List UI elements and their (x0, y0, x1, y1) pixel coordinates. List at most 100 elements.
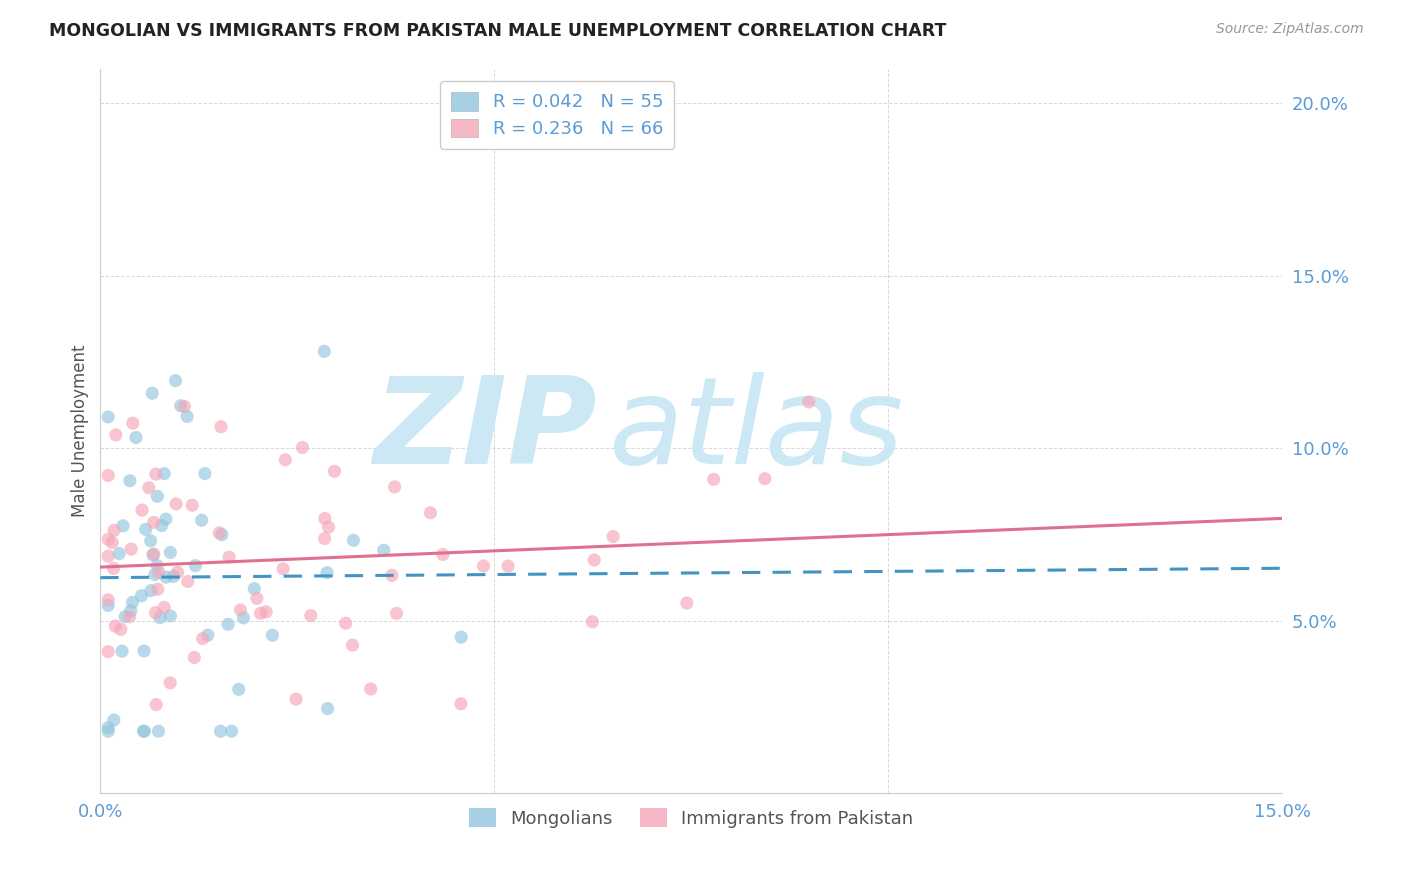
Point (184, 558, 207, 573)
Point (581, 615, 603, 629)
Point (159, 675, 181, 690)
Point (316, 701, 339, 715)
Point (139, 533, 162, 548)
Point (165, 497, 187, 511)
Point (211, 527, 233, 541)
Point (104, 428, 127, 442)
Point (181, 498, 204, 512)
Point (135, 522, 157, 536)
Point (146, 582, 169, 597)
Point (274, 452, 297, 467)
Point (118, 609, 141, 624)
Point (132, 644, 155, 658)
Point (243, 582, 266, 596)
Point (97, 721, 120, 735)
Point (373, 543, 395, 558)
Point (170, 399, 193, 413)
Point (419, 506, 441, 520)
Point (262, 628, 284, 642)
Point (450, 630, 472, 644)
Point (148, 566, 170, 580)
Point (602, 530, 624, 544)
Legend: Mongolians, Immigrants from Pakistan: Mongolians, Immigrants from Pakistan (461, 801, 921, 835)
Point (108, 547, 131, 561)
Point (134, 724, 156, 739)
Point (145, 606, 167, 620)
Point (110, 623, 132, 637)
Point (155, 570, 177, 584)
Point (209, 419, 232, 434)
Point (249, 607, 271, 621)
Point (143, 567, 166, 582)
Point (450, 697, 472, 711)
Point (97, 592, 120, 607)
Point (149, 610, 172, 624)
Point (221, 724, 243, 739)
Point (97, 468, 120, 483)
Point (166, 566, 188, 580)
Point (314, 532, 336, 546)
Point (754, 472, 776, 486)
Point (254, 605, 277, 619)
Point (159, 545, 181, 559)
Point (183, 650, 205, 665)
Point (218, 550, 240, 565)
Text: MONGOLIAN VS IMMIGRANTS FROM PAKISTAN MALE UNEMPLOYMENT CORRELATION CHART: MONGOLIAN VS IMMIGRANTS FROM PAKISTAN MA… (49, 22, 946, 40)
Point (381, 568, 404, 582)
Point (316, 566, 339, 580)
Point (342, 533, 364, 548)
Point (146, 558, 169, 573)
Point (146, 489, 169, 503)
Point (194, 467, 217, 481)
Point (173, 400, 195, 414)
Point (384, 480, 406, 494)
Point (209, 724, 232, 739)
Point (299, 608, 322, 623)
Point (104, 619, 127, 633)
Point (165, 374, 187, 388)
Point (432, 548, 454, 562)
Point (118, 474, 141, 488)
Text: atlas: atlas (609, 373, 904, 490)
Point (103, 713, 125, 727)
Point (155, 512, 177, 526)
Point (153, 467, 176, 481)
Point (314, 511, 336, 525)
Point (121, 416, 143, 430)
Point (111, 644, 134, 658)
Point (228, 682, 250, 697)
Y-axis label: Male Unemployment: Male Unemployment (72, 344, 89, 517)
Point (703, 472, 725, 486)
Point (153, 600, 176, 615)
Point (246, 591, 269, 606)
Point (285, 692, 308, 706)
Point (103, 523, 125, 537)
Point (103, 561, 125, 575)
Point (120, 604, 142, 618)
Point (232, 611, 254, 625)
Point (177, 574, 200, 589)
Point (120, 542, 142, 557)
Point (335, 616, 357, 631)
Point (125, 430, 148, 444)
Point (208, 525, 231, 540)
Point (121, 595, 143, 609)
Point (162, 569, 184, 583)
Point (142, 548, 165, 562)
Point (138, 481, 160, 495)
Point (318, 520, 340, 534)
Text: ZIP: ZIP (373, 373, 596, 490)
Point (271, 562, 294, 576)
Point (139, 583, 162, 598)
Point (132, 724, 155, 739)
Point (472, 558, 495, 573)
Point (190, 513, 212, 527)
Point (676, 596, 699, 610)
Point (797, 395, 820, 409)
Point (131, 589, 153, 603)
Point (97, 409, 120, 424)
Point (314, 344, 336, 359)
Point (323, 464, 346, 478)
Point (97, 645, 120, 659)
Point (114, 609, 136, 624)
